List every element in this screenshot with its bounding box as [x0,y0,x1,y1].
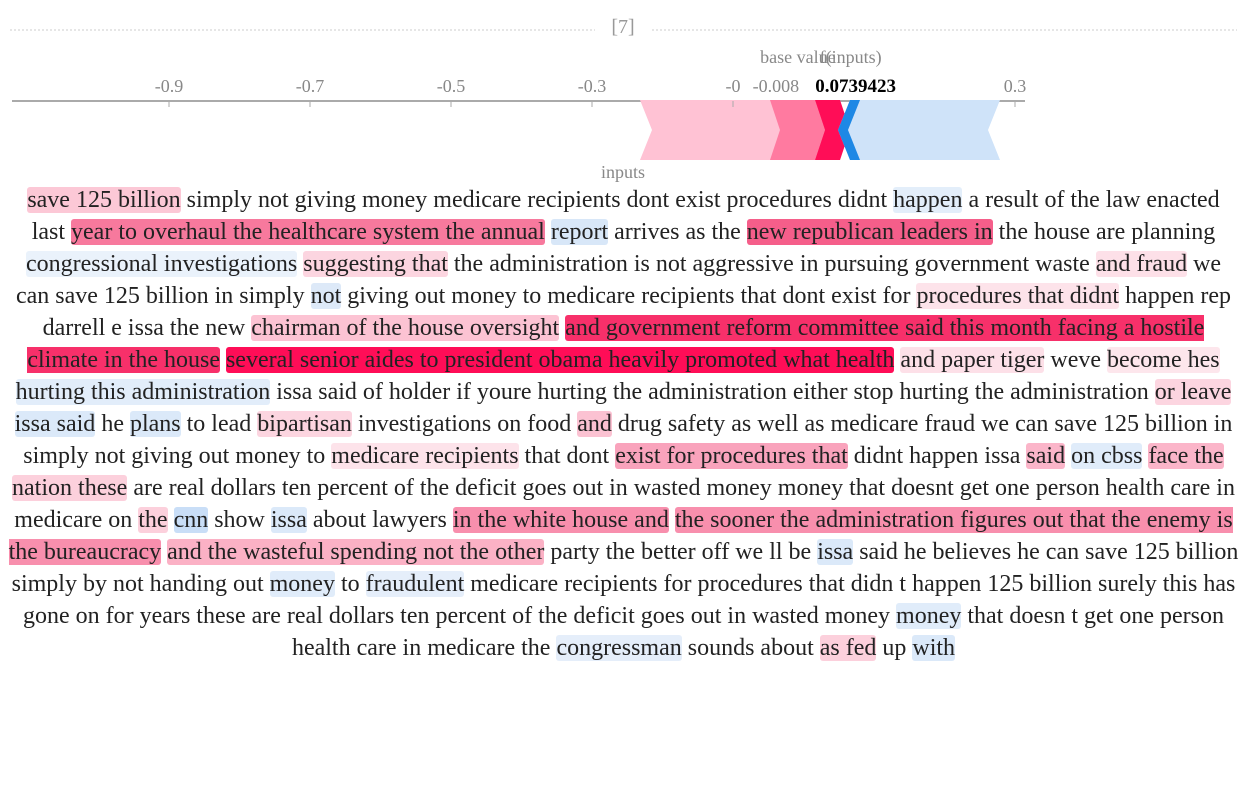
token: drug safety as well as medicare fraud we… [23,411,1233,469]
token: we can save 125 billion in simply [15,251,1222,309]
highlighted-token: with [912,635,956,661]
token: the administration is not aggressive in … [453,251,1090,277]
token: that dont [524,443,610,469]
token: giving out money to medicare recipients … [347,283,911,309]
token: to lead [186,411,252,437]
highlighted-token: suggesting that [303,251,448,277]
token: medicare recipients for procedures that … [23,571,1236,629]
force-plot: [7] inputs -0.9 -0.7 -0.5 -0.3 -0 0.3 -0.008 ba… [10,16,1237,182]
highlighted-token: in the white house and [452,507,669,533]
positive-force [770,100,825,160]
highlighted-token: procedures that didnt [916,283,1120,309]
highlighted-token: and fraud [1095,251,1188,277]
base-value-label: base value [760,47,835,67]
token: about lawyers [312,507,447,533]
tick-label: -0.3 [578,76,607,96]
tick-label: -0 [726,76,741,96]
token: to [340,571,360,597]
sample-index: [7] [611,16,634,38]
highlighted-token: issa [270,507,307,533]
highlighted-token: and paper tiger [900,347,1045,373]
base-value-tick: -0.008 [753,76,800,96]
inputs-label: inputs [601,162,645,182]
highlighted-token: and [577,411,612,437]
highlighted-token: as fed [819,635,877,661]
tick-label: 0.3 [1004,76,1027,96]
tick-label: -0.5 [437,76,466,96]
highlighted-token: and the wasteful spending not the other [167,539,545,565]
highlighted-token: on cbss [1071,443,1143,469]
token: said he believes he can save 125 billion… [11,539,1239,597]
highlighted-token: congressman [556,635,682,661]
positive-force [815,100,850,160]
highlighted-token: nation these [12,475,128,501]
highlighted-token: medicare recipients [331,443,519,469]
token: that doesn t get one person health care … [291,603,1224,661]
token: issa said of holder if youre hurting the… [276,379,1149,405]
token: didnt happen issa [853,443,1021,469]
highlighted-token: year to overhaul the healthcare system t… [71,219,545,245]
output-value: 0.0739423 [815,76,896,97]
highlighted-token: chairman of the house oversight [251,315,560,341]
token: the house are planning [998,219,1216,245]
highlighted-token: plans [129,411,181,437]
negative-force [838,100,860,160]
highlighted-token: face the [1148,443,1224,469]
highlighted-token: bipartisan [257,411,352,437]
highlighted-token: several senior aides to president obama … [225,347,895,373]
token: party the better off we ll be [550,539,812,565]
token: a result of the law enacted last [31,187,1220,245]
token: sounds about [687,635,814,661]
token: up [882,635,907,661]
highlighted-token: or leave [1154,379,1232,405]
highlighted-token: issa [817,539,854,565]
token: are real dollars ten percent of the defi… [14,475,1235,533]
highlighted-token: money [269,571,335,597]
token: arrives as the [614,219,741,245]
highlighted-token: fraudulent [365,571,465,597]
highlighted-token: the [138,507,168,533]
highlighted-token: report [550,219,609,245]
highlighted-token: hurting this administration [15,379,271,405]
tick-label: -0.7 [296,76,325,96]
highlighted-token: not [310,283,342,309]
token: happen rep darrell e issa the new [42,283,1232,341]
negative-force [838,100,1000,160]
highlighted-token: said [1026,443,1066,469]
highlighted-token: cnn [173,507,209,533]
highlighted-token: become hes [1107,347,1220,373]
token-text: save 125 billion simply not giving money… [8,184,1239,664]
token: simply not giving money medicare recipie… [186,187,888,213]
highlighted-token: congressional investigations [25,251,298,277]
output-label: f(inputs) [820,47,882,68]
highlighted-token: save 125 billion [27,187,181,213]
highlighted-token: new republican leaders in [746,219,993,245]
highlighted-token: money [896,603,962,629]
highlighted-token: issa said [14,411,96,437]
token: show [214,507,265,533]
token: he [101,411,124,437]
highlighted-token: exist for procedures that [615,443,848,469]
token: weve [1050,347,1101,373]
token: investigations on food [357,411,572,437]
highlighted-token: happen [893,187,963,213]
force-bars [640,100,1000,160]
tick-label: -0.9 [155,76,184,96]
